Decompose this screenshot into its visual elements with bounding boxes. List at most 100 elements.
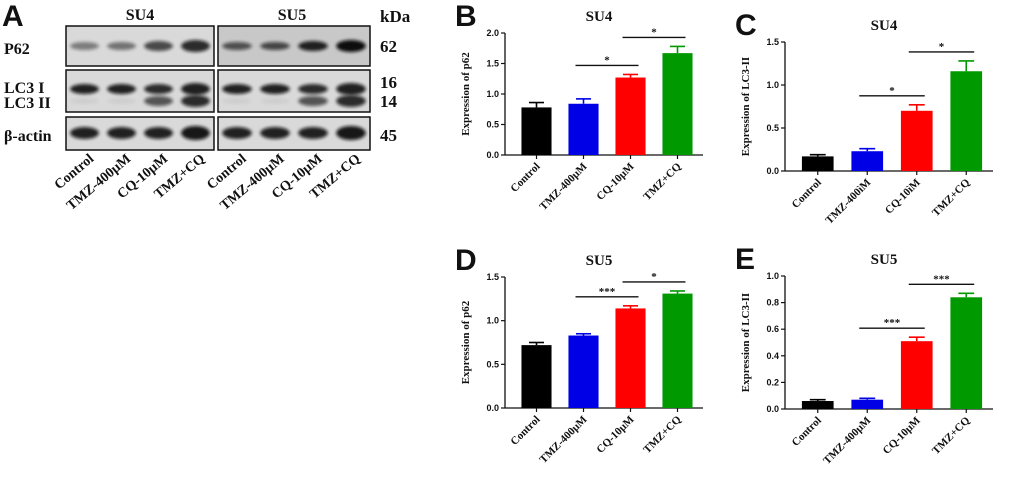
- panel-letter-e: E: [735, 243, 755, 276]
- blot-band: [222, 84, 252, 94]
- blot-band: [336, 95, 366, 107]
- chart-title: SU4: [586, 9, 613, 25]
- blot-band: [260, 84, 290, 94]
- blot-band: [181, 95, 210, 107]
- bar-1: [521, 345, 552, 408]
- blot-band: [181, 83, 210, 95]
- significance-label: *: [651, 271, 657, 283]
- x-category-label: TMZ+CQ: [930, 176, 973, 219]
- bar-4: [662, 293, 693, 408]
- x-category-label: Control: [508, 161, 542, 195]
- y-tick-label: 2.0: [486, 28, 499, 38]
- y-tick-label: 1.0: [486, 316, 499, 326]
- significance-label: *: [604, 54, 610, 66]
- y-axis-label: Expression of LC3-II: [740, 57, 752, 156]
- chart-title: SU5: [586, 253, 613, 269]
- y-tick-label: 0.5: [766, 123, 779, 133]
- bar-2: [568, 103, 599, 155]
- blot-lane-labels: ControlTMZ-400μMCQ-10μMTMZ+CQControlTMZ-…: [52, 152, 364, 214]
- y-tick-label: 1.5: [486, 59, 499, 69]
- x-category-label: TMZ-400μM: [821, 414, 874, 467]
- significance-label: *: [889, 85, 895, 97]
- kda-beta-actin: 45: [380, 126, 397, 145]
- chart-title: SU5: [871, 252, 898, 268]
- y-tick-label: 0.4: [766, 351, 779, 361]
- x-category-label: CQ-10μM: [594, 160, 637, 203]
- significance-label: *: [939, 41, 945, 53]
- y-tick-label: 1.0: [766, 80, 779, 90]
- panel-letter-a: A: [2, 0, 24, 33]
- blot-band: [144, 127, 173, 139]
- kda-header: kDa: [380, 7, 411, 26]
- blot-band: [70, 127, 99, 139]
- bar-4: [950, 297, 983, 409]
- x-category-label: CQ-10ìM: [883, 176, 923, 216]
- chart-title: SU4: [871, 18, 898, 34]
- bar-charts: B SU4 0.0 0.5 1.0 1.5 2.0 Expression of p62 Cont…: [455, 0, 993, 467]
- chart-d: D SU5 0.0 0.5 1.0 1.5 Expression of p62 Control…: [455, 244, 703, 466]
- x-category-label: CQ-10μM: [594, 413, 637, 456]
- kda-p62: 62: [380, 37, 397, 56]
- panel-letter-c: C: [735, 9, 757, 42]
- blot-band: [181, 126, 210, 140]
- y-tick-label: 1.5: [766, 37, 779, 47]
- blot-band: [144, 84, 173, 94]
- x-category-label: TMZ-400ìM: [823, 176, 873, 226]
- bar-1: [801, 156, 834, 171]
- blot-band: [144, 41, 173, 51]
- significance-label: ***: [933, 273, 950, 285]
- x-category-label: Control: [790, 177, 824, 211]
- blot-membranes: [65, 25, 371, 151]
- significance-label: ***: [599, 286, 616, 298]
- blot-band: [70, 98, 99, 104]
- bar-3: [615, 308, 646, 408]
- blot-label-lc3-ii: LC3 II: [4, 95, 51, 112]
- blot-band: [298, 127, 328, 139]
- blot-label-beta-actin: β-actin: [4, 128, 52, 145]
- blot-label-lc3-i: LC3 I: [4, 80, 44, 97]
- panel-letter-b: B: [455, 0, 477, 33]
- bar-2: [851, 151, 884, 171]
- blot-band: [107, 127, 136, 139]
- bar-4: [662, 53, 693, 155]
- blot-label-p62: P62: [4, 41, 30, 58]
- x-category-label: TMZ-400μM: [537, 413, 590, 466]
- significance-label: *: [651, 26, 657, 38]
- blot-panel: A SU4 SU5 kDa P62 LC3 I LC3 II β-actin 6…: [2, 0, 411, 214]
- blot-group-su4: SU4: [126, 7, 154, 24]
- blot-band: [260, 98, 290, 104]
- blot-group-su5: SU5: [278, 7, 306, 24]
- blot-band: [181, 40, 210, 52]
- bar-3: [615, 77, 646, 155]
- y-tick-label: 0.6: [766, 324, 779, 334]
- blot-band: [107, 84, 136, 94]
- x-category-label: TMZ+CQ: [930, 414, 973, 457]
- x-category-label: Control: [508, 414, 542, 448]
- y-tick-label: 0.0: [766, 166, 779, 176]
- bar-2: [568, 335, 599, 408]
- blot-band: [70, 84, 99, 94]
- bar-3: [900, 341, 933, 409]
- blot-band: [260, 42, 290, 50]
- x-category-label: TMZ+CQ: [641, 413, 684, 456]
- y-tick-label: 0.0: [486, 403, 499, 413]
- chart-e: E SU5 0.0 0.2 0.4 0.6 0.8 1.0 Expression of LC3-…: [735, 243, 993, 467]
- y-tick-label: 1.0: [486, 89, 499, 99]
- chart-c: C SU4 0.0 0.5 1.0 1.5 Expression of LC3-II Cont…: [735, 9, 993, 227]
- blot-band: [144, 96, 173, 106]
- blot-band: [70, 42, 99, 50]
- blot-band: [336, 126, 366, 140]
- chart-b: B SU4 0.0 0.5 1.0 1.5 2.0 Expression of p62 Cont…: [455, 0, 703, 213]
- y-tick-label: 1.0: [766, 271, 779, 281]
- blot-band: [107, 98, 136, 104]
- blot-band: [336, 40, 366, 52]
- blot-band: [298, 96, 328, 106]
- blot-band: [336, 83, 366, 95]
- blot-band: [298, 84, 328, 94]
- blot-band: [222, 127, 252, 139]
- y-tick-label: 0.5: [486, 359, 499, 369]
- bar-4: [950, 71, 983, 171]
- bar-2: [851, 399, 884, 409]
- bar-3: [900, 110, 933, 171]
